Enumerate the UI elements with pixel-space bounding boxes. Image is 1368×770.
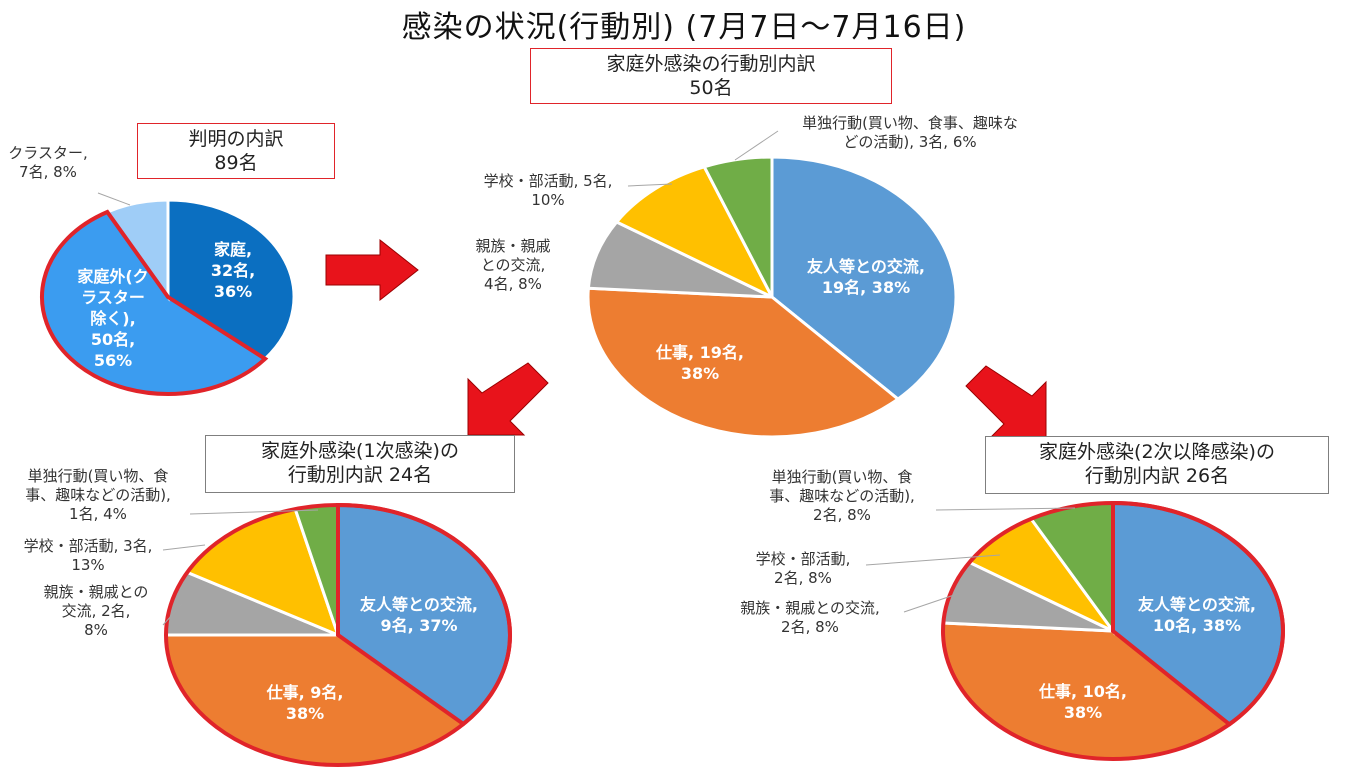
secondary-title-line1: 家庭外感染(2次以降感染)の [1039, 441, 1275, 463]
pie-slice-2-4 [614, 165, 776, 301]
pie-slice-2-2 [586, 286, 901, 439]
data-label-3-2: 仕事, 9名, 38% [266, 683, 344, 723]
primary-title-box: 家庭外感染(1次感染)の 行動別内訳 24名 [205, 435, 515, 493]
outside-total-title-line2: 50名 [689, 77, 733, 99]
primary-title-line2: 行動別内訳 24名 [287, 464, 433, 486]
leader-line-1-3 [97, 192, 131, 206]
breakdown-title-line1: 判明の内訳 [188, 128, 284, 150]
pie-slice-2-5 [702, 155, 774, 298]
leader-line-2-4 [627, 183, 673, 187]
pie-chart-1: 家庭, 32名, 36% 家庭外(クラスター除く), 50名, 56% クラスター, 7名, … [8, 144, 296, 396]
highlight-ring-4 [941, 501, 1285, 761]
leader-line-3-3 [162, 603, 183, 626]
leader-line-3-4 [162, 544, 206, 551]
breakdown-title-line2: 89名 [214, 152, 258, 174]
secondary-title-box: 家庭外感染(2次以降感染)の 行動別内訳 26名 [985, 436, 1329, 494]
highlight-outline-1 [40, 209, 269, 396]
leader-line-4-5 [935, 507, 1076, 511]
leader-line-3-5 [189, 509, 319, 515]
data-label-4-3: 親族・親戚との交流, 2名, 8% [740, 599, 880, 636]
data-label-4-5: 単独行動(買い物、食事、趣味などの活動), 2名, 8% [769, 468, 915, 524]
pie-chart-4: 友人等との交流, 10名, 38% 仕事, 10名, 38% 親族・親戚との交流, 2名,… [740, 468, 1285, 761]
data-label-1-1: 家庭, 32名, 36% [211, 240, 255, 301]
leader-line-4-3 [903, 592, 961, 613]
highlight-ring-3 [164, 503, 512, 767]
pie-slice-1-1 [166, 198, 296, 361]
leader-line-4-4 [865, 554, 1001, 566]
arrow-right [325, 238, 419, 302]
breakdown-title-box: 判明の内訳 89名 [137, 123, 335, 179]
leader-line-2-5 [734, 130, 779, 161]
data-label-1-2: 家庭外(クラスター除く), 50名, 56% [77, 267, 148, 370]
pie-chart-3: 友人等との交流, 9名, 37% 仕事, 9名, 38% 親族・親戚との交流, 2名, 8… [24, 467, 512, 767]
data-label-4-1: 友人等との交流, 10名, 38% [1138, 595, 1256, 635]
data-label-4-2: 仕事, 10名, 38% [1038, 682, 1127, 722]
pie-chart-2: 友人等との交流, 19名, 38% 仕事, 19名, 38% 親族・親戚との交流, 4名,… [475, 114, 1018, 439]
data-label-3-5: 単独行動(買い物、食事、趣味などの活動), 1名, 4% [25, 467, 171, 523]
outside-total-title-line1: 家庭外感染の行動別内訳 [606, 53, 816, 75]
data-label-2-3: 親族・親戚との交流, 4名, 8% [475, 237, 550, 293]
data-label-3-3: 親族・親戚との交流, 2名, 8% [44, 583, 149, 639]
data-label-1-3: クラスター, 7名, 8% [8, 144, 87, 181]
outside-total-title-box: 家庭外感染の行動別内訳 50名 [530, 48, 892, 104]
pie-slice-2-1 [770, 155, 958, 401]
secondary-title-line2: 行動別内訳 26名 [1084, 465, 1230, 487]
data-label-2-1: 友人等との交流, 19名, 38% [807, 257, 925, 297]
data-label-2-4: 学校・部活動, 5名, 10% [484, 172, 613, 209]
arrow-down-left [467, 362, 549, 436]
primary-title-line1: 家庭外感染(1次感染)の [261, 440, 459, 462]
data-label-3-1: 友人等との交流, 9名, 37% [360, 595, 478, 635]
data-label-2-5: 単独行動(買い物、食事、趣味などの活動), 3名, 6% [802, 114, 1018, 151]
arrow-down-right [965, 365, 1047, 439]
data-label-3-4: 学校・部活動, 3名, 13% [24, 537, 153, 574]
data-label-2-2: 仕事, 19名, 38% [655, 343, 744, 383]
page-title: 感染の状況(行動別) (7月7日～7月16日) [401, 10, 967, 45]
data-label-4-4: 学校・部活動, 2名, 8% [756, 550, 851, 587]
